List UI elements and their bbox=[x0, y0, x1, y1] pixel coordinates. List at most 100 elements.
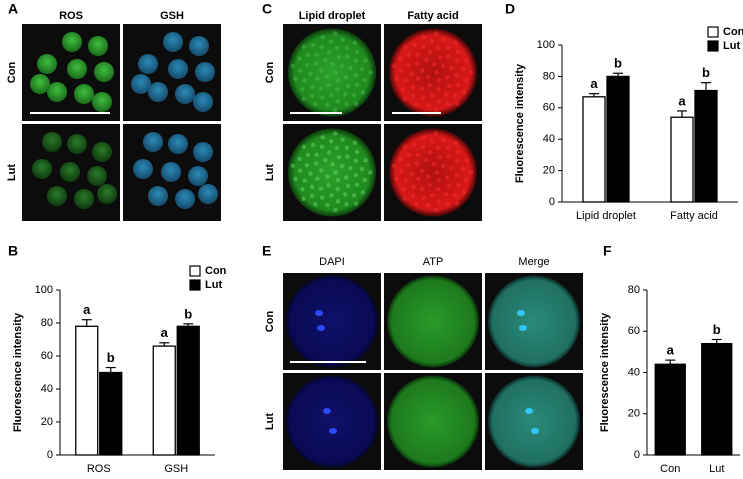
oocyte bbox=[163, 32, 183, 52]
texture bbox=[460, 166, 466, 172]
oocyte bbox=[168, 134, 188, 154]
oocyte bbox=[193, 92, 213, 112]
texture bbox=[454, 73, 459, 78]
oocyte bbox=[133, 159, 153, 179]
texture bbox=[343, 75, 349, 80]
texture bbox=[409, 71, 414, 76]
texture bbox=[368, 170, 373, 175]
texture bbox=[297, 156, 302, 162]
texture bbox=[420, 68, 425, 73]
texture bbox=[352, 140, 357, 146]
oocyte bbox=[92, 92, 112, 112]
texture bbox=[353, 158, 359, 163]
texture bbox=[333, 131, 338, 136]
texture bbox=[293, 176, 298, 182]
texture bbox=[426, 202, 431, 208]
oocyte bbox=[286, 275, 378, 368]
texture bbox=[314, 152, 319, 158]
texture bbox=[455, 182, 461, 188]
texture bbox=[453, 140, 458, 146]
oocyte bbox=[92, 142, 112, 162]
row-label: Con bbox=[6, 62, 18, 84]
texture bbox=[326, 83, 331, 88]
texture bbox=[398, 68, 404, 73]
legend-label: Lut bbox=[205, 279, 222, 291]
oocyte bbox=[67, 59, 87, 79]
texture bbox=[414, 161, 420, 166]
y-tick-label: 20 bbox=[41, 416, 53, 428]
texture bbox=[323, 57, 328, 63]
texture bbox=[340, 137, 345, 142]
texture bbox=[449, 165, 454, 171]
texture bbox=[297, 168, 303, 173]
texture bbox=[313, 102, 318, 107]
texture bbox=[318, 86, 324, 91]
texture bbox=[362, 177, 368, 183]
texture bbox=[402, 144, 408, 149]
texture bbox=[351, 92, 357, 98]
texture bbox=[434, 107, 439, 113]
texture bbox=[335, 186, 340, 192]
panel-letter: C bbox=[262, 1, 272, 17]
texture bbox=[444, 192, 449, 197]
oocyte bbox=[60, 162, 80, 182]
bar bbox=[582, 96, 606, 203]
texture bbox=[351, 192, 357, 198]
texture bbox=[429, 139, 435, 144]
texture bbox=[452, 192, 458, 198]
row-label: Lut bbox=[6, 164, 18, 181]
texture bbox=[444, 92, 449, 97]
texture bbox=[300, 87, 305, 92]
texture bbox=[353, 73, 358, 78]
significance-letter: a bbox=[161, 325, 169, 340]
texture bbox=[435, 45, 441, 51]
x-tick-label: ROS bbox=[87, 463, 111, 474]
texture bbox=[449, 65, 454, 71]
legend-swatch bbox=[189, 265, 201, 277]
y-tick-label: 60 bbox=[628, 325, 640, 337]
texture bbox=[430, 93, 435, 98]
texture bbox=[444, 75, 450, 80]
texture bbox=[403, 178, 408, 183]
texture bbox=[318, 186, 324, 191]
oocyte bbox=[47, 186, 67, 206]
texture bbox=[409, 171, 414, 176]
texture bbox=[424, 57, 429, 63]
oocyte bbox=[389, 128, 477, 217]
texture bbox=[419, 186, 425, 191]
texture bbox=[431, 62, 436, 67]
row-label: Con bbox=[264, 62, 276, 84]
column-label: DAPI bbox=[319, 256, 345, 268]
significance-letter: b bbox=[184, 306, 192, 321]
texture bbox=[402, 96, 407, 102]
y-tick-label: 20 bbox=[543, 165, 555, 177]
x-tick-label: Lipid droplet bbox=[576, 210, 636, 222]
texture bbox=[368, 70, 373, 75]
y-tick-label: 20 bbox=[628, 408, 640, 420]
texture bbox=[421, 35, 426, 40]
texture bbox=[320, 135, 325, 140]
texture bbox=[354, 82, 360, 88]
texture bbox=[411, 142, 417, 148]
texture bbox=[363, 58, 368, 63]
bar bbox=[694, 89, 718, 203]
texture bbox=[319, 144, 325, 150]
oocyte bbox=[286, 375, 378, 468]
texture bbox=[339, 163, 345, 169]
texture bbox=[354, 182, 360, 188]
texture bbox=[305, 52, 310, 58]
texture bbox=[313, 202, 318, 207]
texture bbox=[325, 102, 330, 108]
texture bbox=[410, 193, 416, 198]
legend-label: Lut bbox=[723, 40, 740, 52]
texture bbox=[430, 193, 435, 198]
x-tick-label: Con bbox=[660, 463, 680, 474]
texture bbox=[329, 193, 334, 198]
bar bbox=[654, 363, 686, 456]
texture bbox=[416, 76, 421, 81]
texture bbox=[406, 152, 411, 158]
texture bbox=[335, 99, 341, 104]
texture bbox=[454, 201, 460, 206]
texture bbox=[420, 168, 425, 173]
